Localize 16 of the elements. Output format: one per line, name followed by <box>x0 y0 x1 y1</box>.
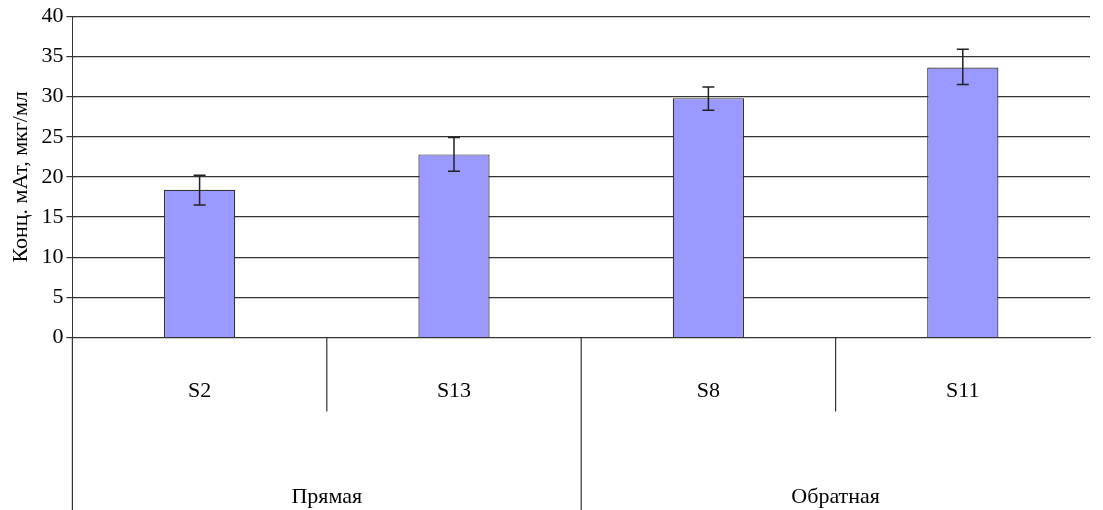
y-tick-label: 10 <box>41 243 64 269</box>
y-tick-label: 40 <box>41 1 64 27</box>
y-tick-label: 25 <box>41 122 64 148</box>
x-tick-label: S11 <box>946 376 980 402</box>
x-tick-label: S13 <box>436 376 472 402</box>
y-tick-label: 35 <box>41 42 64 68</box>
y-tick-label: 20 <box>41 162 64 188</box>
y-tick-label: 30 <box>41 82 64 108</box>
x-tick-label: S8 <box>696 376 721 402</box>
y-tick-label: 15 <box>41 202 64 228</box>
text: Обратная <box>791 482 880 508</box>
y-tick-label: 5 <box>52 283 64 309</box>
text: Прямая <box>291 482 363 508</box>
x-tick-label: S2 <box>187 376 212 402</box>
y-axis-title: Конц. мАт, мкг/мл <box>6 91 32 263</box>
y-tick-label: 0 <box>52 323 64 349</box>
